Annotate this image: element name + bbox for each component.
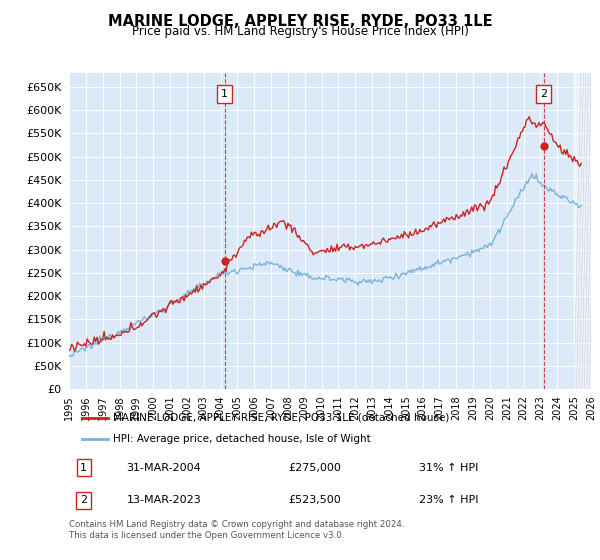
Text: 23% ↑ HPI: 23% ↑ HPI — [419, 495, 478, 505]
Text: 1: 1 — [80, 463, 87, 473]
Text: 31-MAR-2004: 31-MAR-2004 — [127, 463, 201, 473]
Text: 31% ↑ HPI: 31% ↑ HPI — [419, 463, 478, 473]
Text: Contains HM Land Registry data © Crown copyright and database right 2024.: Contains HM Land Registry data © Crown c… — [69, 520, 404, 529]
Bar — [574, 73, 599, 389]
Text: 2: 2 — [80, 495, 87, 505]
Text: £275,000: £275,000 — [288, 463, 341, 473]
Text: This data is licensed under the Open Government Licence v3.0.: This data is licensed under the Open Gov… — [69, 531, 344, 540]
Text: HPI: Average price, detached house, Isle of Wight: HPI: Average price, detached house, Isle… — [113, 434, 371, 444]
Text: 1: 1 — [221, 88, 228, 99]
Text: MARINE LODGE, APPLEY RISE, RYDE, PO33 1LE (detached house): MARINE LODGE, APPLEY RISE, RYDE, PO33 1L… — [113, 413, 450, 423]
Text: 2: 2 — [540, 88, 547, 99]
Text: MARINE LODGE, APPLEY RISE, RYDE, PO33 1LE: MARINE LODGE, APPLEY RISE, RYDE, PO33 1L… — [107, 14, 493, 29]
Text: Price paid vs. HM Land Registry's House Price Index (HPI): Price paid vs. HM Land Registry's House … — [131, 25, 469, 38]
Text: 13-MAR-2023: 13-MAR-2023 — [127, 495, 201, 505]
Text: £523,500: £523,500 — [288, 495, 341, 505]
